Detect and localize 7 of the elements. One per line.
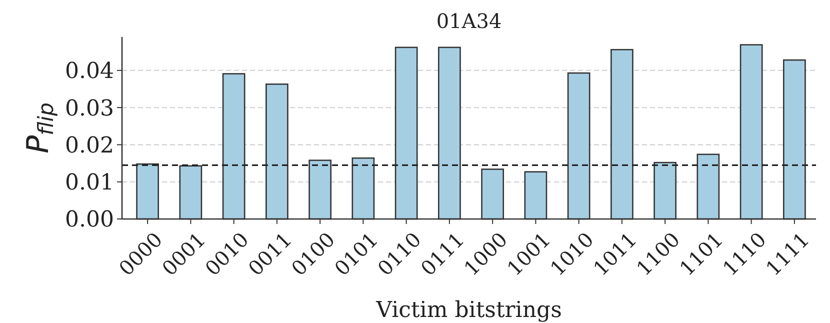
x-axis-title: Victim bitstrings	[375, 298, 562, 323]
y-tick-label: 0.00	[65, 208, 114, 233]
y-tick-label: 0.01	[65, 170, 114, 196]
y-tick-label: 0.04	[65, 59, 114, 84]
chart-title: 01A34	[436, 9, 502, 33]
y-tick-label: 0.02	[65, 133, 114, 158]
y-tick-label: 0.03	[65, 96, 114, 122]
